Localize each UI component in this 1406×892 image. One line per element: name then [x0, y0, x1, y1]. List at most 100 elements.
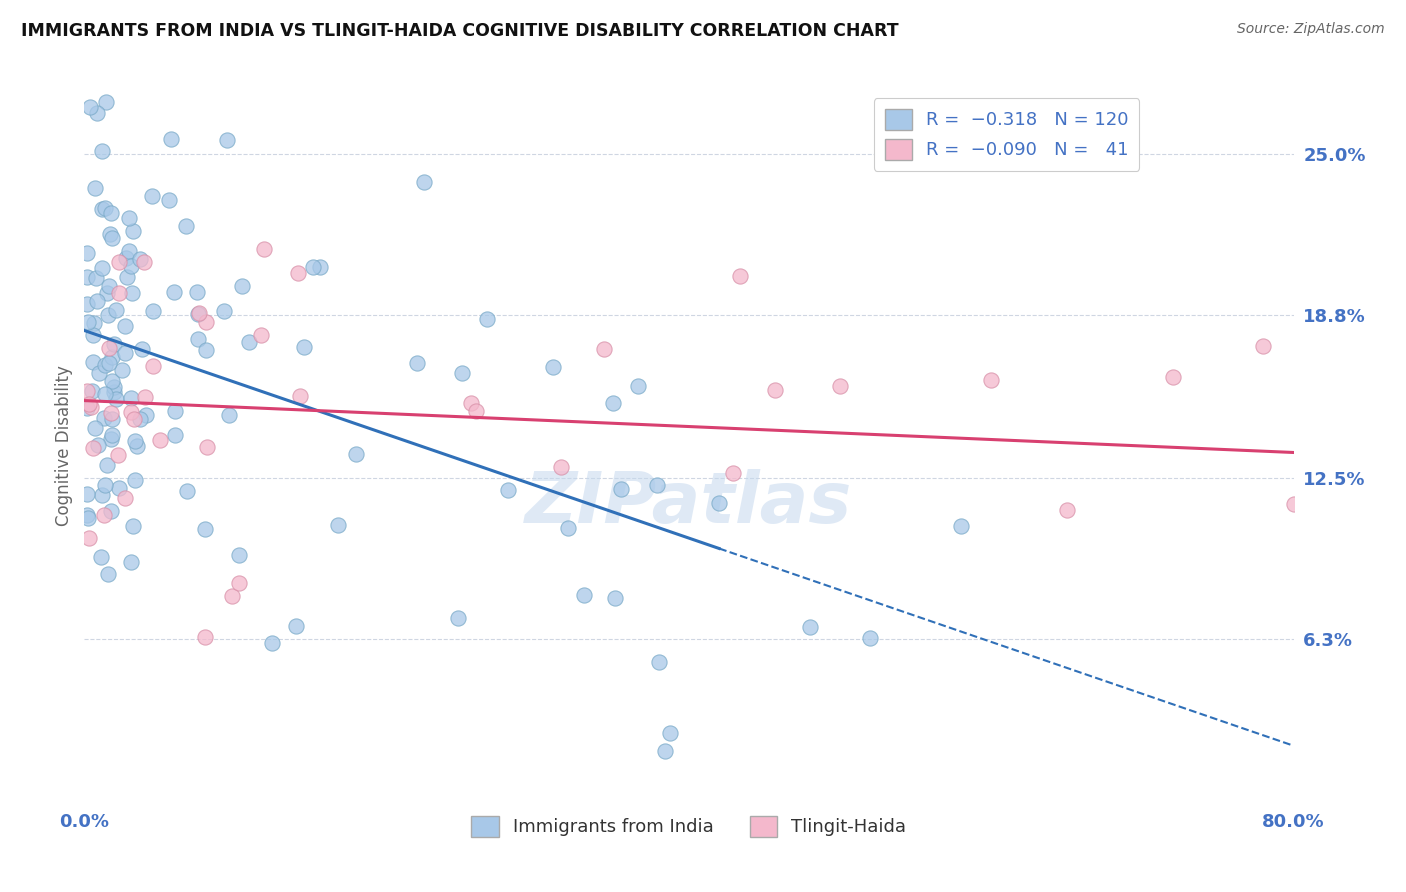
Point — [107, 448, 129, 462]
Point — [79, 532, 101, 546]
Point — [115, 251, 138, 265]
Point — [1253, 339, 1275, 353]
Point — [77, 315, 100, 329]
Point — [100, 406, 122, 420]
Point — [721, 466, 744, 480]
Point — [221, 590, 243, 604]
Point — [76, 401, 98, 415]
Point — [194, 315, 217, 329]
Point — [627, 379, 650, 393]
Point — [101, 231, 124, 245]
Point — [128, 411, 150, 425]
Point — [413, 176, 436, 190]
Point — [212, 304, 235, 318]
Point — [76, 384, 98, 398]
Point — [450, 366, 472, 380]
Point — [648, 655, 671, 669]
Point — [262, 636, 284, 650]
Point — [645, 478, 668, 492]
Point — [120, 260, 142, 274]
Text: Source: ZipAtlas.com: Source: ZipAtlas.com — [1237, 22, 1385, 37]
Point — [97, 356, 120, 370]
Point — [187, 332, 209, 346]
Point — [195, 440, 218, 454]
Point — [406, 356, 429, 370]
Point — [76, 246, 98, 260]
Point — [228, 549, 250, 563]
Point — [134, 391, 156, 405]
Point — [165, 404, 187, 418]
Point — [763, 384, 786, 398]
Point — [132, 254, 155, 268]
Point — [609, 482, 631, 496]
Point — [218, 408, 240, 422]
Point — [477, 312, 499, 326]
Point — [728, 269, 751, 284]
Point — [163, 427, 186, 442]
Point — [84, 271, 107, 285]
Text: IMMIGRANTS FROM INDIA VS TLINGIT-HAIDA COGNITIVE DISABILITY CORRELATION CHART: IMMIGRANTS FROM INDIA VS TLINGIT-HAIDA C… — [21, 22, 898, 40]
Point — [97, 279, 120, 293]
Point — [141, 188, 163, 202]
Point — [118, 211, 141, 226]
Point — [93, 508, 115, 523]
Point — [83, 317, 105, 331]
Point — [122, 411, 145, 425]
Point — [91, 260, 114, 275]
Point — [124, 473, 146, 487]
Point — [76, 487, 98, 501]
Point — [98, 227, 121, 242]
Point — [82, 355, 104, 369]
Point — [108, 481, 131, 495]
Point — [292, 340, 315, 354]
Point — [1161, 369, 1184, 384]
Point — [238, 334, 260, 349]
Point — [288, 389, 311, 403]
Point — [828, 379, 851, 393]
Point — [465, 404, 488, 418]
Point — [550, 459, 572, 474]
Point — [101, 374, 124, 388]
Point — [1056, 503, 1078, 517]
Point — [101, 412, 124, 426]
Point — [195, 343, 218, 357]
Point — [121, 285, 143, 300]
Point — [215, 133, 238, 147]
Point — [100, 433, 122, 447]
Point — [129, 252, 152, 266]
Point — [91, 145, 114, 159]
Point — [82, 441, 104, 455]
Point — [98, 342, 121, 356]
Point — [302, 260, 325, 274]
Point — [86, 106, 108, 120]
Point — [231, 278, 253, 293]
Point — [602, 396, 624, 410]
Point — [174, 219, 197, 233]
Point — [447, 611, 470, 625]
Point — [250, 328, 273, 343]
Point — [135, 408, 157, 422]
Point — [114, 491, 136, 505]
Point — [77, 511, 100, 525]
Point — [107, 255, 129, 269]
Point — [157, 193, 180, 207]
Point — [253, 242, 276, 256]
Point — [187, 307, 209, 321]
Point — [186, 285, 208, 299]
Point — [287, 266, 309, 280]
Y-axis label: Cognitive Disability: Cognitive Disability — [55, 366, 73, 526]
Point — [603, 591, 626, 606]
Point — [93, 358, 115, 372]
Point — [84, 181, 107, 195]
Point — [176, 484, 198, 499]
Point — [97, 308, 120, 322]
Point — [94, 477, 117, 491]
Point — [76, 508, 98, 522]
Point — [1282, 497, 1305, 511]
Point — [709, 496, 731, 510]
Point — [980, 373, 1002, 387]
Point — [557, 521, 579, 535]
Point — [84, 421, 107, 435]
Point — [194, 630, 217, 644]
Point — [308, 260, 330, 275]
